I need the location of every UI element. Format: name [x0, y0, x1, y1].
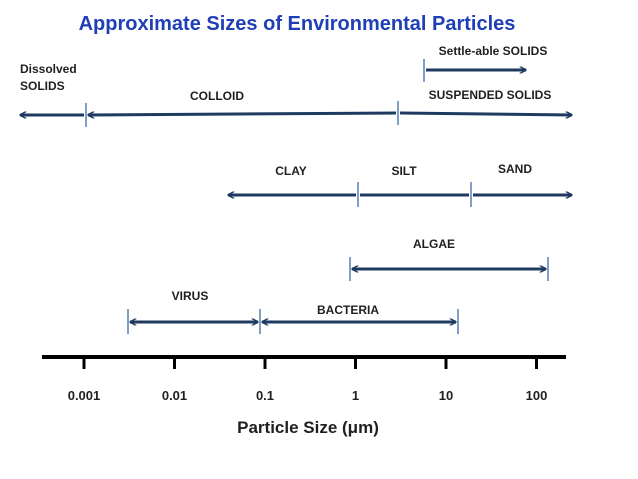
sand-label: SAND	[498, 162, 532, 176]
bacteria-label: BACTERIA	[317, 303, 379, 317]
axis-tick-label: 0.01	[162, 388, 187, 403]
algae-label: ALGAE	[413, 237, 455, 251]
axis-ticks: 0.001 0.01 0.1 1 10 100	[68, 357, 548, 403]
axis-tick-label: 10	[439, 388, 453, 403]
axis-tick-label: 100	[526, 388, 548, 403]
colloid-label: COLLOID	[190, 89, 244, 103]
dissolved-solids-label-line1: Dissolved	[20, 62, 77, 76]
colloid-arrow	[88, 113, 397, 115]
dissolved-solids-label-line2: SOLIDS	[20, 79, 65, 93]
diagram-title: Approximate Sizes of Environmental Parti…	[79, 13, 516, 35]
axis-tick-label: 1	[352, 388, 359, 403]
axis-tick-label: 0.001	[68, 388, 101, 403]
settleable-solids-label: Settle-able SOLIDS	[439, 44, 548, 58]
axis-tick-label: 0.1	[256, 388, 274, 403]
silt-label: SILT	[391, 164, 417, 178]
axis-title: Particle Size (μm)	[237, 418, 379, 437]
virus-label: VIRUS	[172, 289, 209, 303]
suspended-solids-label: SUSPENDED SOLIDS	[429, 88, 552, 102]
clay-label: CLAY	[275, 164, 307, 178]
suspended-solids-arrow	[399, 113, 572, 115]
